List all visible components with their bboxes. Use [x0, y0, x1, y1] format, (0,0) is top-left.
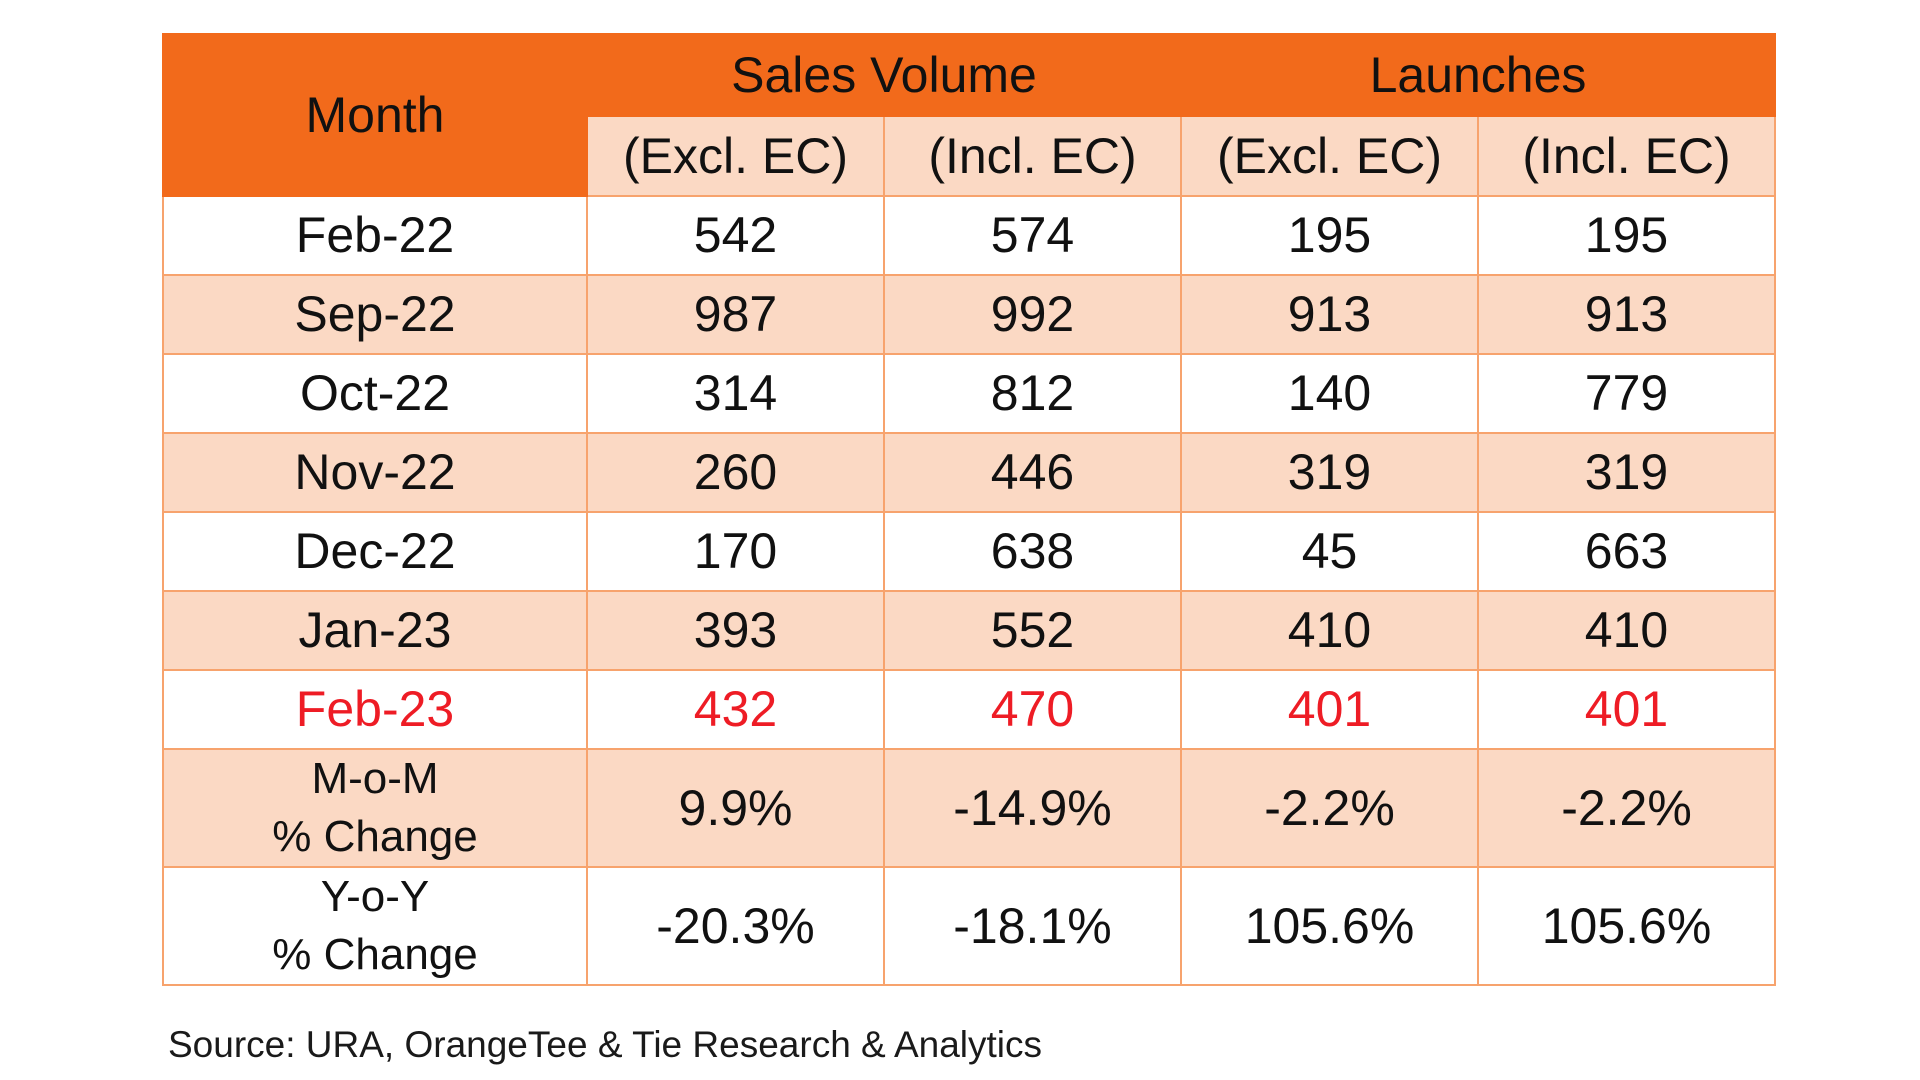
value-cell: 45	[1180, 511, 1479, 592]
header-row-groups: Month Sales Volume Launches	[162, 33, 1777, 197]
table-row: Nov-22 260 446 319 319	[162, 432, 1777, 513]
mom-label-cell: M-o-M % Change	[162, 748, 588, 868]
value-cell: 401	[1476, 669, 1777, 750]
mom-label-line2: % Change	[272, 812, 478, 861]
launches-incl-ec-header: (Incl. EC)	[1476, 115, 1777, 197]
yoy-label-line1: Y-o-Y	[320, 872, 430, 921]
value-cell: 319	[1180, 432, 1479, 513]
value-cell: 987	[586, 274, 885, 355]
month-cell: Feb-22	[162, 195, 588, 276]
value-cell: 992	[883, 274, 1182, 355]
value-cell: 410	[1476, 590, 1777, 671]
value-cell: 140	[1180, 353, 1479, 434]
sales-launches-table: Month Sales Volume Launches (Excl. EC) (…	[162, 33, 1777, 986]
table-row: Dec-22 170 638 45 663	[162, 511, 1777, 592]
sales-excl-ec-header: (Excl. EC)	[586, 115, 885, 197]
value-cell: -18.1%	[883, 866, 1182, 986]
month-cell: Oct-22	[162, 353, 588, 434]
launches-excl-ec-header: (Excl. EC)	[1180, 115, 1479, 197]
value-cell: 105.6%	[1180, 866, 1479, 986]
value-cell: 432	[586, 669, 885, 750]
value-cell: 195	[1180, 195, 1479, 276]
sales-volume-group-header: Sales Volume	[586, 33, 1182, 117]
value-cell: 260	[586, 432, 885, 513]
table-row: Oct-22 314 812 140 779	[162, 353, 1777, 434]
month-cell: Dec-22	[162, 511, 588, 592]
yoy-change-row: Y-o-Y % Change -20.3% -18.1% 105.6% 105.…	[162, 866, 1777, 986]
value-cell: 314	[586, 353, 885, 434]
month-cell: Feb-23	[162, 669, 588, 750]
month-cell: Jan-23	[162, 590, 588, 671]
value-cell: 393	[586, 590, 885, 671]
launches-group-header: Launches	[1179, 33, 1777, 117]
yoy-label-line2: % Change	[272, 930, 478, 979]
value-cell: 542	[586, 195, 885, 276]
value-cell: 105.6%	[1476, 866, 1777, 986]
value-cell: -2.2%	[1476, 748, 1777, 868]
value-cell: 170	[586, 511, 885, 592]
value-cell: 9.9%	[586, 748, 885, 868]
table-row: Jan-23 393 552 410 410	[162, 590, 1777, 671]
value-cell: 779	[1476, 353, 1777, 434]
value-cell: -14.9%	[883, 748, 1182, 868]
table-row: Feb-22 542 574 195 195	[162, 195, 1777, 276]
source-note: Source: URA, OrangeTee & Tie Research & …	[168, 1024, 1043, 1065]
value-cell: 446	[883, 432, 1182, 513]
value-cell: 638	[883, 511, 1182, 592]
month-cell: Sep-22	[162, 274, 588, 355]
value-cell: 319	[1476, 432, 1777, 513]
value-cell: 913	[1476, 274, 1777, 355]
value-cell: 470	[883, 669, 1182, 750]
month-column-header: Month	[162, 33, 588, 197]
month-cell: Nov-22	[162, 432, 588, 513]
value-cell: 410	[1180, 590, 1479, 671]
yoy-label-cell: Y-o-Y % Change	[162, 866, 588, 986]
value-cell: 913	[1180, 274, 1479, 355]
value-cell: 574	[883, 195, 1182, 276]
value-cell: 812	[883, 353, 1182, 434]
value-cell: -20.3%	[586, 866, 885, 986]
value-cell: 195	[1476, 195, 1777, 276]
value-cell: 663	[1476, 511, 1777, 592]
value-cell: -2.2%	[1180, 748, 1479, 868]
sales-launches-table-container: Month Sales Volume Launches (Excl. EC) (…	[162, 33, 1777, 986]
mom-label-line1: M-o-M	[311, 754, 439, 803]
value-cell: 552	[883, 590, 1182, 671]
table-row-current-month: Feb-23 432 470 401 401	[162, 669, 1777, 750]
header-row-subcolumns: (Excl. EC) (Incl. EC) (Excl. EC) (Incl. …	[163, 115, 1777, 197]
value-cell: 401	[1180, 669, 1479, 750]
sales-incl-ec-header: (Incl. EC)	[883, 115, 1182, 197]
table-row: Sep-22 987 992 913 913	[162, 274, 1777, 355]
mom-change-row: M-o-M % Change 9.9% -14.9% -2.2% -2.2%	[162, 748, 1777, 868]
